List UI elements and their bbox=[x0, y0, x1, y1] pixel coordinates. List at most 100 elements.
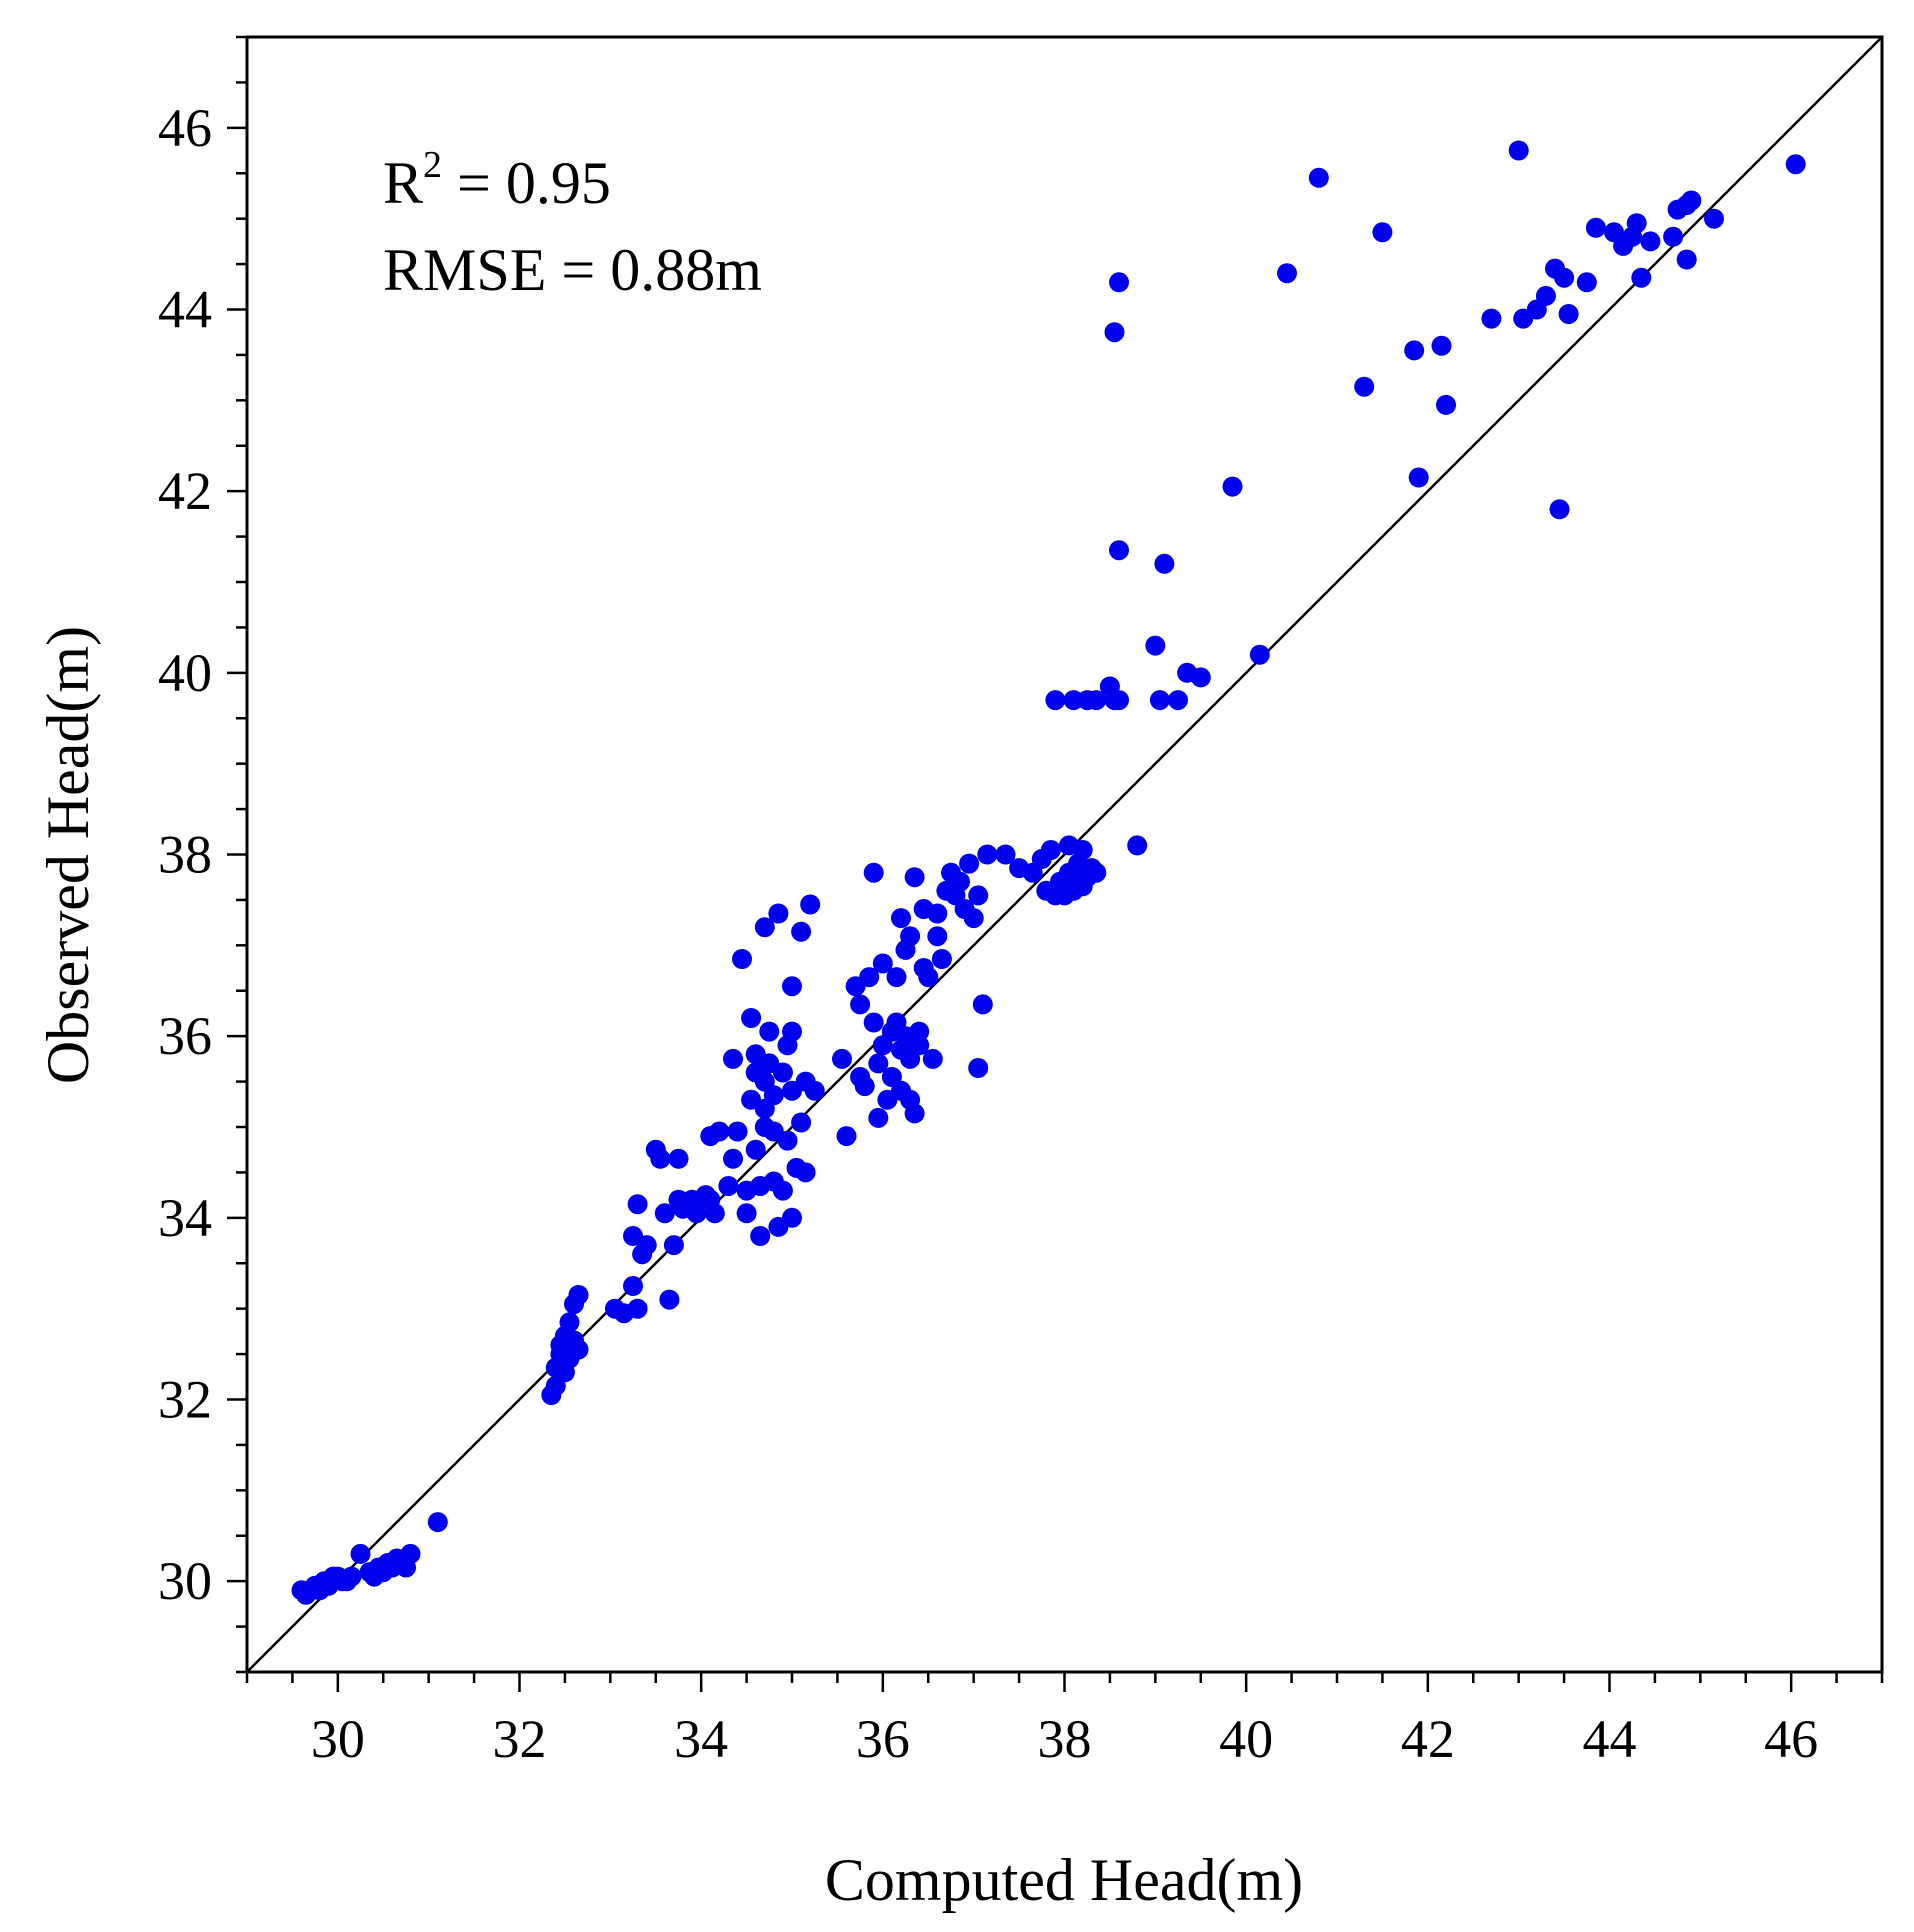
r2-prefix: R bbox=[383, 150, 423, 216]
y-tick-label: 36 bbox=[158, 1006, 212, 1066]
data-point bbox=[1431, 335, 1452, 356]
data-point bbox=[718, 1176, 739, 1196]
data-point bbox=[800, 894, 821, 915]
data-point bbox=[977, 844, 998, 865]
data-point bbox=[1308, 167, 1329, 188]
data-point bbox=[732, 949, 752, 969]
data-point bbox=[1626, 213, 1647, 234]
data-point bbox=[709, 1121, 730, 1142]
data-point bbox=[900, 926, 921, 947]
data-point bbox=[1086, 862, 1107, 883]
data-point bbox=[723, 1148, 743, 1169]
data-point bbox=[736, 1203, 757, 1224]
x-tick-label: 38 bbox=[1038, 1709, 1092, 1769]
data-point bbox=[1481, 308, 1502, 329]
data-point bbox=[782, 1021, 802, 1042]
data-point bbox=[863, 862, 884, 883]
data-point bbox=[886, 967, 907, 988]
data-point bbox=[623, 1276, 643, 1296]
data-point bbox=[1109, 272, 1129, 293]
data-point bbox=[863, 1012, 884, 1033]
data-point bbox=[568, 1339, 589, 1360]
y-tick-label: 40 bbox=[158, 643, 212, 703]
y-tick-label: 34 bbox=[158, 1188, 212, 1248]
data-point bbox=[1785, 154, 1806, 175]
data-point bbox=[668, 1148, 689, 1169]
data-point bbox=[868, 1107, 889, 1128]
data-point bbox=[872, 953, 893, 974]
data-point bbox=[704, 1203, 725, 1224]
data-point bbox=[922, 1048, 943, 1069]
data-point bbox=[741, 1008, 762, 1028]
data-point bbox=[1045, 690, 1066, 711]
data-point bbox=[350, 1543, 371, 1564]
data-point bbox=[1277, 263, 1297, 284]
data-point bbox=[850, 994, 871, 1015]
data-point bbox=[832, 1048, 852, 1069]
data-point bbox=[663, 1235, 684, 1256]
one-to-one-line bbox=[246, 36, 1883, 1673]
x-tick-label: 30 bbox=[311, 1709, 365, 1769]
data-point bbox=[1072, 840, 1093, 860]
data-point bbox=[1704, 208, 1724, 229]
data-point bbox=[904, 867, 925, 888]
data-point bbox=[1554, 267, 1575, 288]
data-point bbox=[750, 1226, 771, 1246]
data-point bbox=[1640, 231, 1661, 252]
data-point bbox=[727, 1121, 748, 1142]
data-point bbox=[1436, 394, 1456, 415]
x-tick-label: 42 bbox=[1401, 1709, 1455, 1769]
data-point bbox=[1631, 267, 1652, 288]
data-point bbox=[1154, 553, 1175, 574]
data-point bbox=[959, 853, 980, 874]
data-point bbox=[654, 1203, 675, 1224]
data-point bbox=[795, 1162, 816, 1183]
data-point bbox=[1145, 635, 1166, 656]
y-tick-label: 32 bbox=[158, 1370, 212, 1430]
data-point bbox=[804, 1080, 825, 1101]
data-point bbox=[1168, 690, 1188, 711]
data-point bbox=[918, 967, 939, 988]
y-tick-label: 42 bbox=[158, 461, 212, 521]
data-points-layer bbox=[291, 140, 1806, 1605]
data-point bbox=[791, 1112, 812, 1133]
reference-line-layer bbox=[246, 36, 1883, 1673]
data-point bbox=[1249, 644, 1270, 665]
r2-value: = 0.95 bbox=[442, 150, 611, 216]
data-point bbox=[1404, 340, 1425, 361]
data-point bbox=[931, 949, 952, 969]
axis-ticks-layer: 30 32 34 36 38 40 42 44 46 30 32 34 36 38 40 42 44 46 bbox=[158, 35, 1884, 1769]
data-point bbox=[636, 1235, 657, 1256]
data-point bbox=[1222, 476, 1243, 497]
data-point bbox=[1354, 376, 1375, 397]
data-point bbox=[1576, 272, 1597, 293]
data-point bbox=[1109, 540, 1129, 561]
data-point bbox=[1040, 840, 1061, 860]
data-point bbox=[782, 1207, 802, 1228]
data-point bbox=[341, 1566, 362, 1587]
data-point bbox=[968, 885, 989, 906]
data-point bbox=[763, 1085, 784, 1106]
data-point bbox=[768, 903, 789, 924]
data-point bbox=[1585, 217, 1606, 238]
data-point bbox=[927, 926, 948, 947]
data-point bbox=[782, 976, 802, 997]
x-tick-label: 36 bbox=[856, 1709, 910, 1769]
rmse-annotation: RMSE = 0.88m bbox=[383, 237, 762, 303]
data-point bbox=[995, 844, 1016, 865]
data-point bbox=[1663, 226, 1684, 247]
data-point bbox=[972, 994, 993, 1015]
data-point bbox=[400, 1543, 421, 1564]
data-point bbox=[868, 1053, 889, 1074]
data-point bbox=[777, 1130, 798, 1151]
data-point bbox=[909, 1035, 930, 1056]
data-point bbox=[745, 1139, 766, 1160]
data-point bbox=[1109, 690, 1129, 711]
data-point bbox=[963, 908, 984, 929]
x-tick-label: 32 bbox=[493, 1709, 547, 1769]
data-point bbox=[1508, 140, 1529, 161]
r2-annotation: R2 = 0.95 bbox=[383, 144, 611, 216]
data-point bbox=[950, 871, 970, 892]
x-tick-label: 34 bbox=[674, 1709, 728, 1769]
